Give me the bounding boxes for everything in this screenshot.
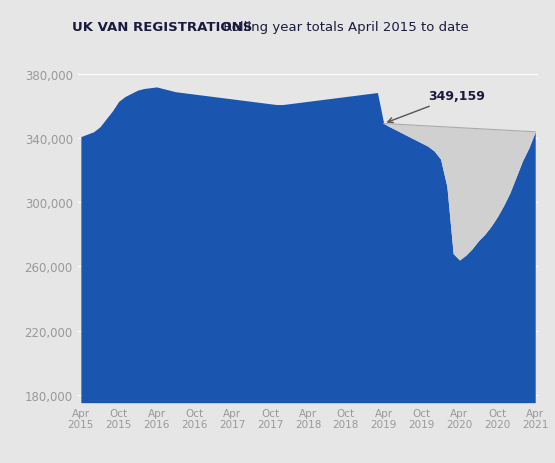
Text: Rolling year totals April 2015 to date: Rolling year totals April 2015 to date [219, 21, 469, 34]
Text: 349,159: 349,159 [388, 90, 485, 123]
Text: UK VAN REGISTRATIONS: UK VAN REGISTRATIONS [72, 21, 253, 34]
